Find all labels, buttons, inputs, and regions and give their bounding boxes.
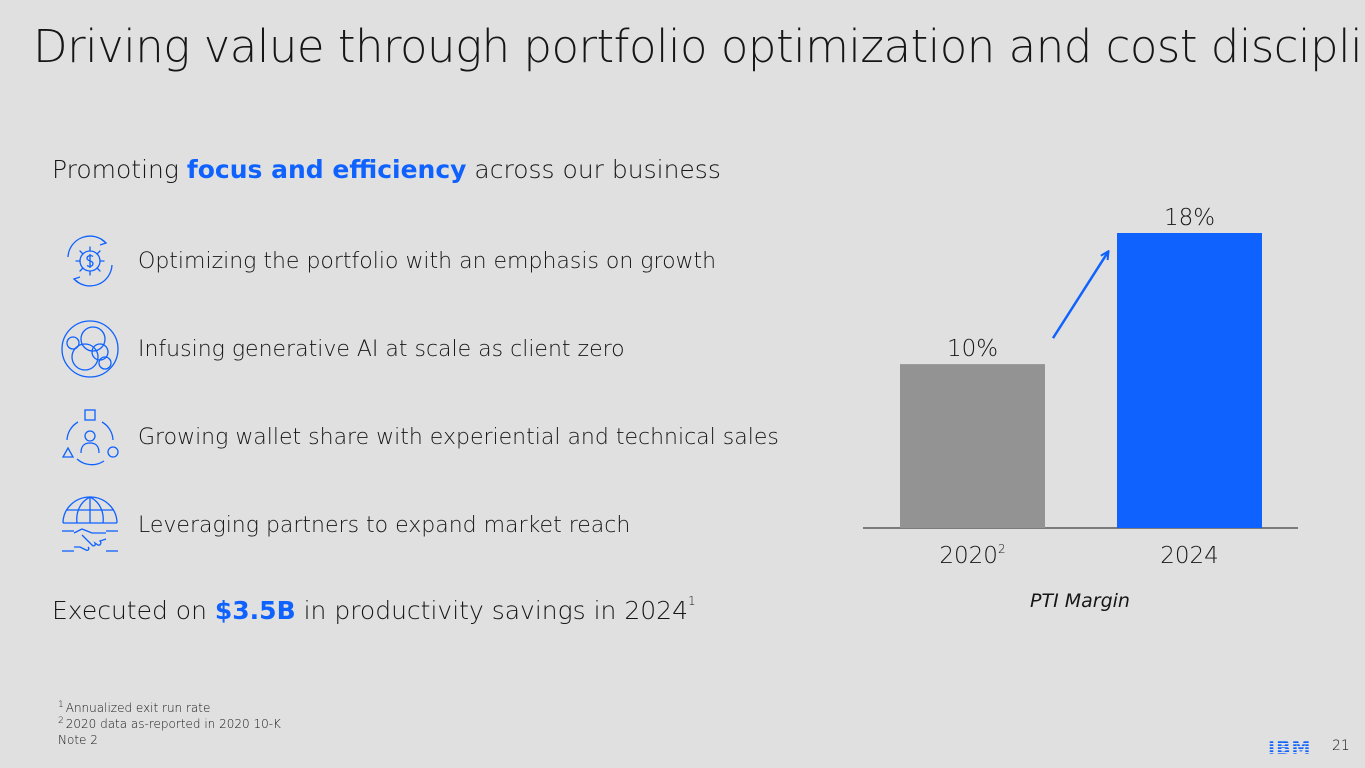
tick-label-2020: 20202 xyxy=(939,542,1005,569)
bar-2024 xyxy=(1117,233,1262,528)
subhead-highlight: focus and efficiency xyxy=(186,155,467,184)
data-label-2024: 18% xyxy=(1164,205,1215,231)
footnote-marker: 1 xyxy=(58,700,64,710)
item-label: Infusing generative AI at scale as clien… xyxy=(138,336,625,362)
ibm-logo: IBM xyxy=(1268,737,1324,757)
footnote: 1 Annualized exit run rate xyxy=(58,700,281,716)
footnote: 2 2020 data as-reported in 2020 10-K xyxy=(58,716,281,732)
executed-suffix: in productivity savings in 2024 xyxy=(295,596,688,625)
growth-arrow xyxy=(1051,252,1108,339)
data-label-2020: 10% xyxy=(947,336,998,362)
slide-title: Driving value through portfolio optimiza… xyxy=(33,20,1365,73)
footnote-text: Note 2 xyxy=(58,733,98,747)
executed-prefix: Executed on xyxy=(52,596,215,625)
footnote-marker: 2 xyxy=(58,716,64,726)
tick-footnote-marker: 2 xyxy=(998,542,1006,556)
list-item: Infusing generative AI at scale as clien… xyxy=(60,319,625,379)
subhead-suffix: across our business xyxy=(466,155,721,184)
footnote: Note 2 xyxy=(58,732,281,748)
savings-statement: Executed on $3.5B in productivity saving… xyxy=(52,594,696,625)
user-shapes-icon xyxy=(60,407,120,467)
footnote-text: 2020 data as-reported in 2020 10-K xyxy=(65,717,281,731)
subhead-prefix: Promoting xyxy=(52,155,187,184)
ai-circles-icon xyxy=(60,319,120,379)
item-label: Optimizing the portfolio with an emphasi… xyxy=(138,248,717,274)
executed-highlight: $3.5B xyxy=(214,596,296,625)
footnote-text: Annualized exit run rate xyxy=(65,701,211,715)
list-item: Growing wallet share with experiential a… xyxy=(60,407,779,467)
x-axis-label: PTI Margin xyxy=(1030,590,1130,612)
section-subhead: Promoting focus and efficiency across ou… xyxy=(52,155,721,184)
list-item: Optimizing the portfolio with an emphasi… xyxy=(60,231,716,291)
item-label: Leveraging partners to expand market rea… xyxy=(138,512,631,538)
executed-footnote-marker: 1 xyxy=(687,594,696,608)
pti-margin-chart: 10% 20202 18% 2024 PTI Margin xyxy=(863,205,1298,612)
globe-handshake-icon xyxy=(60,495,120,555)
page-number: 21 xyxy=(1332,738,1350,754)
bar-2020 xyxy=(900,364,1045,528)
footnotes: 1 Annualized exit run rate 2 2020 data as-… xyxy=(58,700,281,748)
list-item: Leveraging partners to expand market rea… xyxy=(60,495,630,555)
item-label: Growing wallet share with experiential a… xyxy=(138,424,779,450)
tick-label-2024: 2024 xyxy=(1160,543,1219,569)
cycle-dollar-gear-icon xyxy=(60,231,120,291)
